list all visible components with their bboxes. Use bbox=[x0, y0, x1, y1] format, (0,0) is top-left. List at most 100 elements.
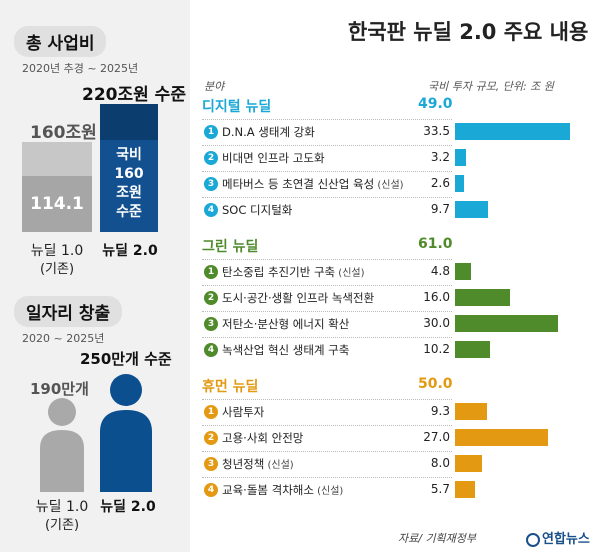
row-divider bbox=[202, 477, 452, 478]
value-bar bbox=[455, 289, 510, 306]
row-value: 10.2 bbox=[423, 342, 450, 356]
row-number-badge: 1 bbox=[204, 265, 218, 279]
value-bar bbox=[455, 315, 558, 332]
row-value: 16.0 bbox=[423, 290, 450, 304]
person2-icon bbox=[100, 374, 152, 492]
person2-label: 250만개 수준 bbox=[80, 350, 172, 368]
total-budget-heading: 총 사업비 bbox=[14, 26, 107, 57]
row-divider bbox=[202, 259, 452, 260]
row-label-text: 고용·사회 안전망 bbox=[222, 431, 304, 445]
person1-label: 190만개 bbox=[30, 380, 89, 398]
row-number-badge: 4 bbox=[204, 203, 218, 217]
person1-icon bbox=[40, 398, 84, 492]
row-divider bbox=[202, 337, 452, 338]
jobs-heading: 일자리 창출 bbox=[14, 296, 123, 327]
row-value: 8.0 bbox=[430, 456, 450, 470]
row-value: 4.8 bbox=[430, 264, 450, 278]
row-label: 청년정책 (신설) bbox=[222, 456, 294, 472]
bar1-lower bbox=[22, 176, 92, 232]
value-bar bbox=[455, 429, 548, 446]
row-value: 3.2 bbox=[430, 150, 450, 164]
section-title: 휴먼 뉴딜 bbox=[202, 379, 259, 395]
left-panel: 총 사업비 2020년 추경 ~ 2025년 160조원 114.1 뉴딜 1.… bbox=[0, 0, 190, 552]
header-unit: 국비 투자 규모, 단위: 조 원 bbox=[428, 80, 554, 93]
row-label: 메타버스 등 초연결 신산업 육성 (신설) bbox=[222, 176, 404, 192]
person1-name: 뉴딜 1.0 bbox=[35, 499, 89, 515]
value-bar bbox=[455, 175, 464, 192]
row-divider bbox=[202, 451, 452, 452]
section-total: 49.0 bbox=[418, 96, 453, 112]
row-number-badge: 3 bbox=[204, 457, 218, 471]
row-label-text: 비대면 인프라 고도화 bbox=[222, 151, 325, 165]
row-label-text: 탄소중립 추진기반 구축 bbox=[222, 265, 336, 279]
row-label-text: 녹색산업 혁신 생태계 구축 bbox=[222, 343, 350, 357]
row-number-badge: 2 bbox=[204, 431, 218, 445]
person1-note: (기존) bbox=[44, 518, 80, 533]
bar1-name: 뉴딜 1.0 bbox=[30, 243, 84, 259]
row-number-badge: 1 bbox=[204, 405, 218, 419]
row-label-text: 사람투자 bbox=[222, 405, 265, 419]
row-new-tag: (신설) bbox=[264, 460, 294, 471]
bar1-total-label: 160조원 bbox=[30, 123, 97, 143]
logo-mark-icon bbox=[526, 532, 540, 547]
row-label: D.N.A 생태계 강화 bbox=[222, 124, 315, 140]
row-label: 탄소중립 추진기반 구축 (신설) bbox=[222, 264, 365, 280]
row-number-badge: 1 bbox=[204, 125, 218, 139]
row-number-badge: 2 bbox=[204, 291, 218, 305]
row-divider bbox=[202, 285, 452, 286]
row-number-badge: 3 bbox=[204, 177, 218, 191]
source-note: 자료/ 기획재정부 bbox=[398, 532, 477, 545]
row-label-text: 교육·돌봄 격차해소 bbox=[222, 483, 314, 497]
page-title: 한국판 뉴딜 2.0 주요 내용 bbox=[348, 20, 589, 44]
row-value: 9.3 bbox=[430, 404, 450, 418]
row-value: 27.0 bbox=[423, 430, 450, 444]
row-number-badge: 2 bbox=[204, 151, 218, 165]
bar2-name: 뉴딜 2.0 bbox=[102, 243, 158, 259]
row-label-text: SOC 디지털화 bbox=[222, 203, 293, 217]
row-new-tag: (신설) bbox=[313, 486, 344, 497]
row-divider bbox=[202, 145, 452, 146]
bar2-upper bbox=[100, 104, 158, 140]
section-total: 61.0 bbox=[418, 236, 453, 252]
row-divider bbox=[202, 171, 452, 172]
value-bar bbox=[455, 123, 570, 140]
row-value: 9.7 bbox=[430, 202, 450, 216]
bar1-upper bbox=[22, 142, 92, 176]
row-label: 고용·사회 안전망 bbox=[222, 430, 303, 446]
row-label: 저탄소·분산형 에너지 확산 bbox=[222, 316, 349, 332]
value-bar bbox=[455, 341, 490, 358]
row-value: 5.7 bbox=[430, 482, 450, 496]
row-label-text: 메타버스 등 초연결 신산업 육성 bbox=[222, 177, 375, 191]
header-category: 분야 bbox=[204, 80, 225, 93]
row-label-text: 청년정책 bbox=[222, 457, 265, 471]
row-label-text: 도시·공간·생활 인프라 녹색전환 bbox=[222, 291, 375, 305]
bar2-inner-label: 국비 160 조원 수준 bbox=[114, 147, 144, 220]
value-bar bbox=[455, 201, 488, 218]
value-bar bbox=[455, 149, 466, 166]
total-budget-period: 2020년 추경 ~ 2025년 bbox=[22, 62, 139, 75]
row-label: 사람투자 bbox=[222, 404, 264, 420]
section-title: 디지털 뉴딜 bbox=[202, 99, 272, 115]
row-divider bbox=[202, 399, 452, 400]
row-new-tag: (신설) bbox=[335, 268, 365, 279]
bar2-lower bbox=[100, 140, 158, 232]
row-value: 30.0 bbox=[423, 316, 450, 330]
row-label: 교육·돌봄 격차해소 (신설) bbox=[222, 482, 343, 498]
bar1-note: (기존) bbox=[39, 262, 75, 277]
logo-text: 연합뉴스 bbox=[542, 532, 590, 547]
row-label-text: 저탄소·분산형 에너지 확산 bbox=[222, 317, 350, 331]
row-number-badge: 3 bbox=[204, 317, 218, 331]
section-title: 그린 뉴딜 bbox=[202, 239, 259, 255]
row-number-badge: 4 bbox=[204, 483, 218, 497]
row-divider bbox=[202, 197, 452, 198]
row-number-badge: 4 bbox=[204, 343, 218, 357]
value-bar bbox=[455, 403, 487, 420]
value-bar bbox=[455, 263, 471, 280]
person2-name: 뉴딜 2.0 bbox=[100, 499, 156, 515]
brand-logo: 연합뉴스 bbox=[526, 528, 590, 547]
row-label: 녹색산업 혁신 생태계 구축 bbox=[222, 342, 349, 358]
row-label: 도시·공간·생활 인프라 녹색전환 bbox=[222, 290, 374, 306]
row-label: SOC 디지털화 bbox=[222, 202, 292, 218]
row-value: 2.6 bbox=[430, 176, 450, 190]
